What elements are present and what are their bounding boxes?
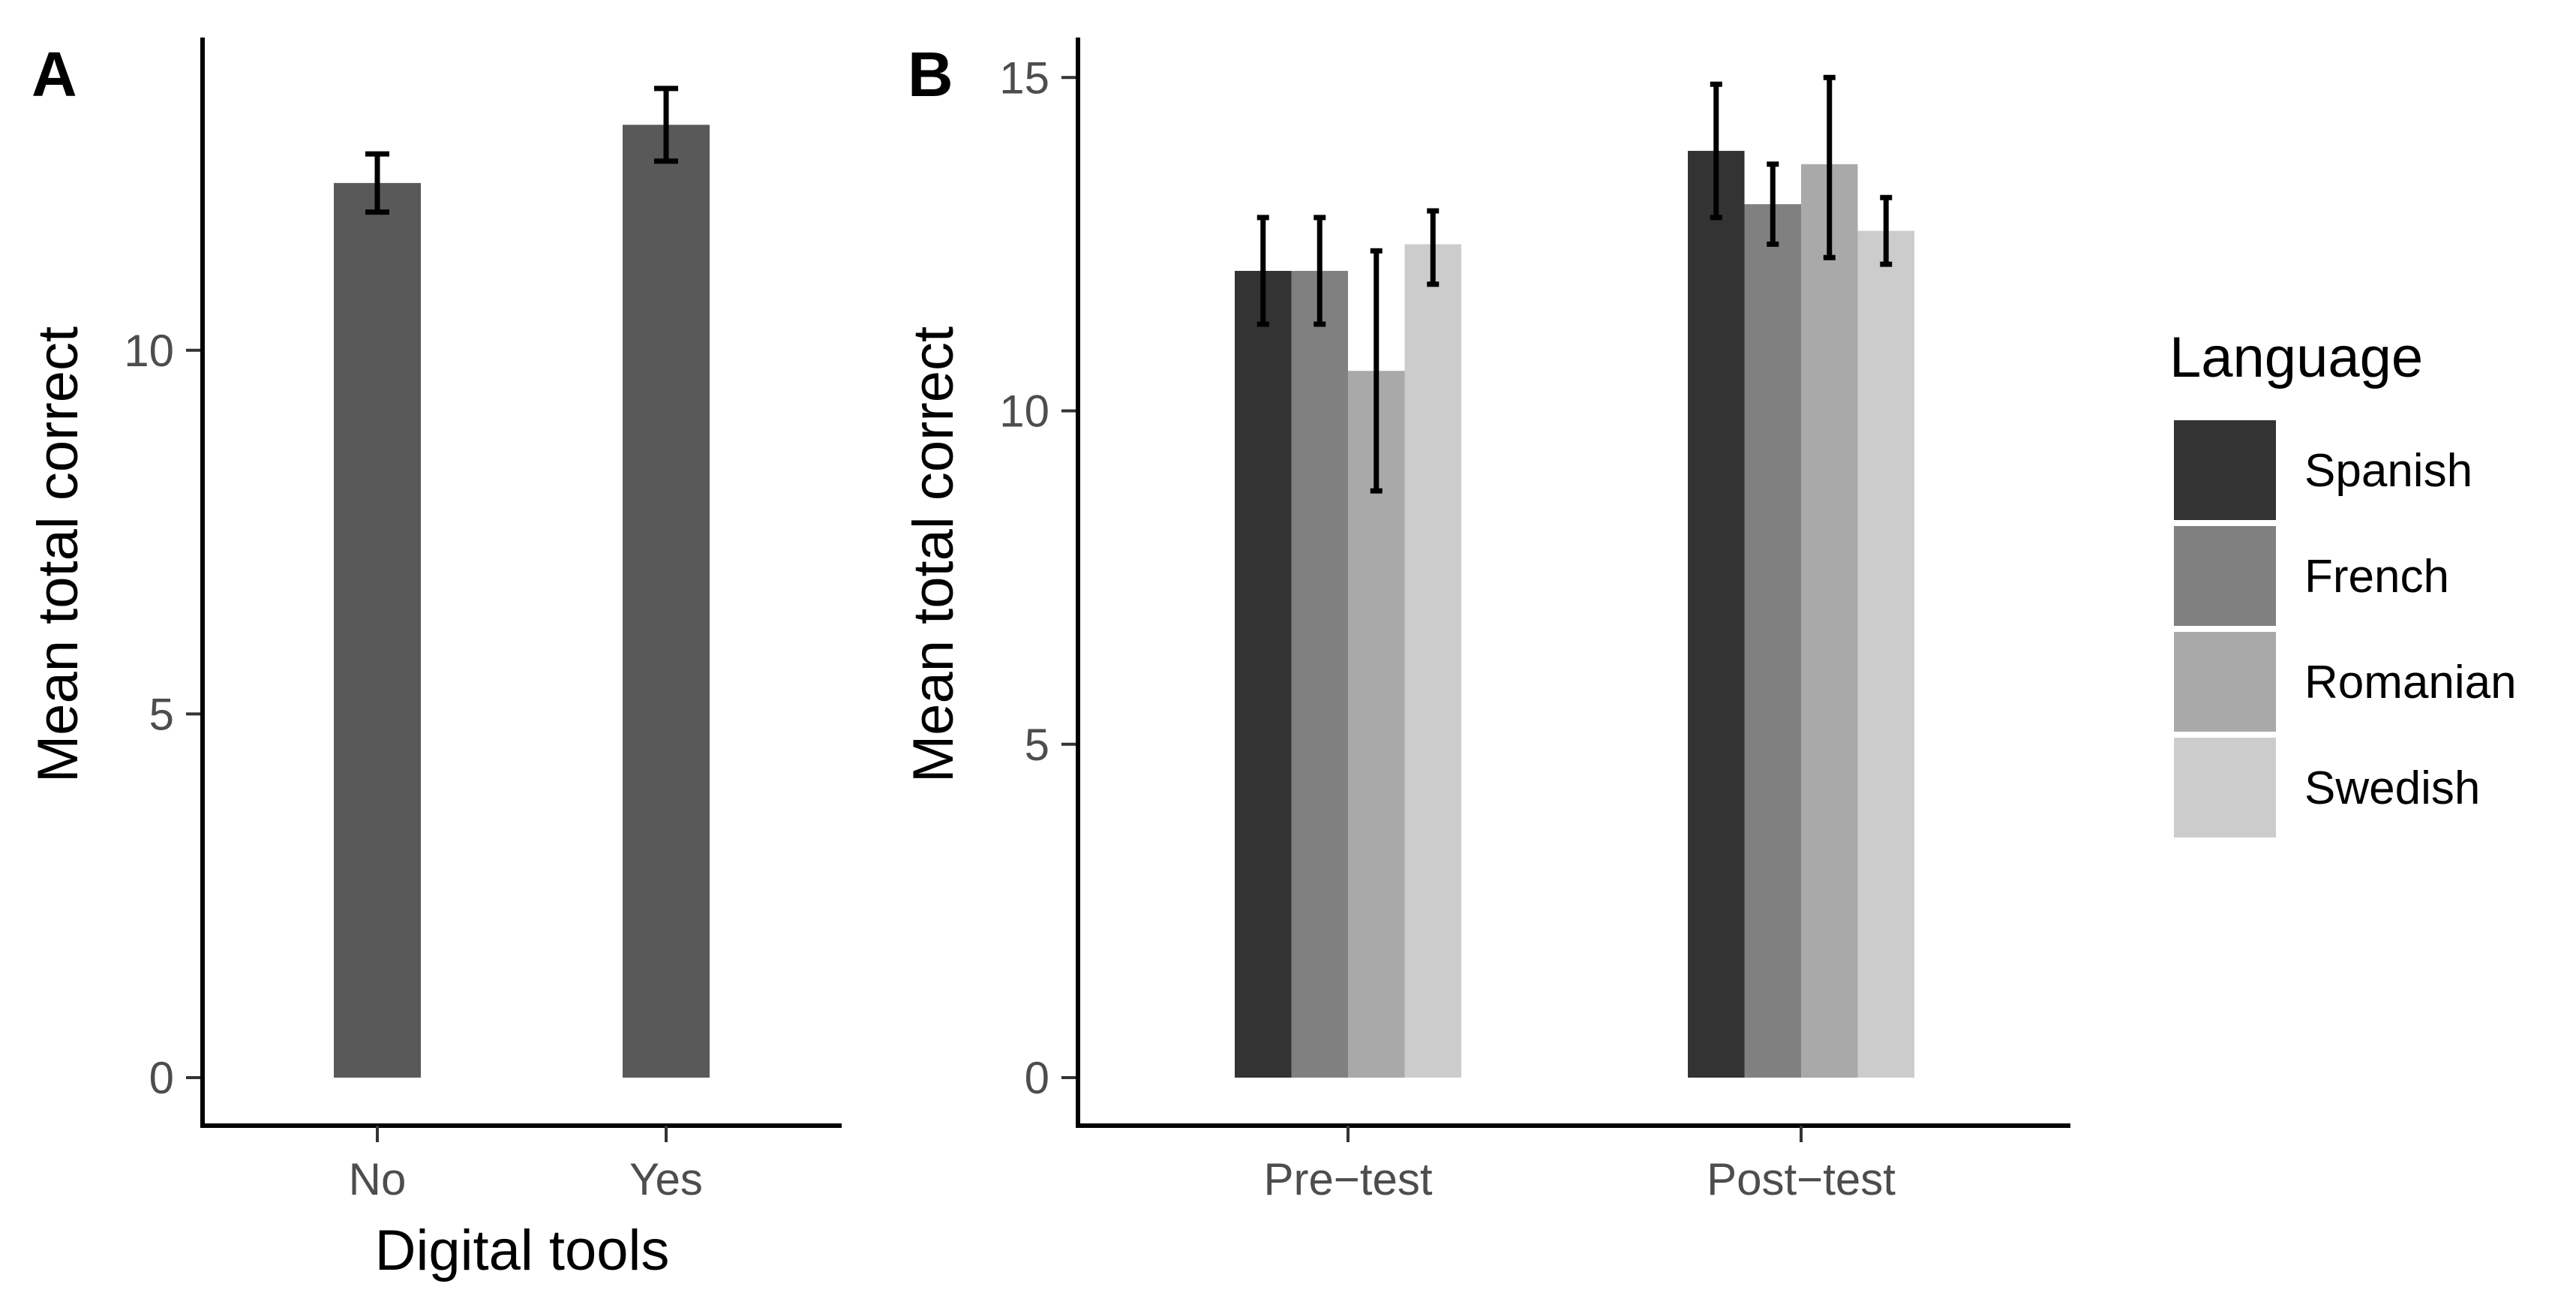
error-bar-french-post-test [1767, 161, 1779, 247]
panel-b-y-axis-title: Mean total correct [902, 326, 965, 783]
legend-item-swedish: Swedish [2174, 738, 2480, 837]
error-bar-no [365, 151, 389, 215]
error-bar-romanian-post-test [1823, 74, 1836, 260]
legend-title: Language [2169, 326, 2423, 389]
panel-a-x-tick-label: Yes [629, 1154, 703, 1204]
legend: Language Spanish French Romanian Swedish [2169, 326, 2517, 837]
panel-a-tag: A [32, 39, 77, 110]
bar-romanian-post-test [1801, 164, 1858, 1078]
panel-a-y-axis: 0 5 10 [124, 326, 203, 1103]
panel-b-y-tick-label: 15 [999, 53, 1049, 103]
error-bar-spanish-pre-test [1256, 215, 1269, 327]
panel-a-error-bars [365, 86, 678, 215]
panel-b: B 0 5 10 15 Pre−test Post−test Mean total co… [902, 38, 2070, 1204]
error-bar-swedish-post-test [1880, 194, 1893, 267]
legend-swatch-french [2174, 526, 2276, 626]
panel-b-y-tick-label: 10 [999, 386, 1049, 437]
legend-swatch-swedish [2174, 738, 2276, 837]
legend-item-french: French [2174, 526, 2449, 626]
panel-b-x-tick-label: Pre−test [1263, 1154, 1432, 1204]
bar-no [334, 182, 421, 1078]
bar-french-post-test [1744, 204, 1801, 1078]
bar-swedish-post-test [1857, 230, 1914, 1078]
legend-label-spanish: Spanish [2304, 445, 2472, 497]
panel-a-y-tick-label: 0 [149, 1053, 174, 1103]
panel-a-bars [334, 125, 710, 1078]
legend-swatch-spanish [2174, 420, 2276, 520]
legend-label-swedish: Swedish [2304, 762, 2480, 814]
panel-a-y-axis-title: Mean total correct [26, 326, 90, 783]
bar-french-pre-test [1291, 270, 1348, 1078]
panel-b-y-axis: 0 5 10 15 [999, 53, 1078, 1103]
panel-a-y-tick-label: 5 [149, 689, 174, 739]
legend-swatch-romanian [2174, 632, 2276, 732]
legend-label-romanian: Romanian [2304, 657, 2517, 708]
panel-b-y-tick-label: 5 [1025, 720, 1049, 770]
panel-a: A 0 5 10 No Yes Digital tools Mean total co… [26, 38, 842, 1282]
legend-label-french: French [2304, 551, 2449, 603]
panel-b-bars [1235, 151, 1914, 1078]
panel-b-x-tick-label: Post−test [1707, 1154, 1896, 1204]
legend-items: Spanish French Romanian Swedish [2174, 420, 2517, 837]
error-bar-french-pre-test [1314, 215, 1326, 327]
panel-b-tag: B [908, 39, 953, 110]
panel-b-error-bars [1256, 74, 1893, 494]
panel-a-x-tick-label: No [349, 1154, 407, 1204]
panel-a-x-axis-title: Digital tools [375, 1219, 670, 1282]
panel-a-y-tick-label: 10 [124, 326, 174, 376]
panel-b-x-ticks: Pre−test Post−test [1263, 1126, 1896, 1204]
bar-swedish-pre-test [1404, 244, 1461, 1078]
bar-spanish-pre-test [1235, 270, 1292, 1078]
error-bar-spanish-post-test [1710, 81, 1722, 221]
bar-spanish-post-test [1688, 151, 1745, 1078]
panel-a-x-ticks: No Yes [349, 1126, 703, 1204]
error-bar-yes [654, 86, 678, 164]
error-bar-romanian-pre-test [1370, 248, 1383, 494]
error-bar-swedish-pre-test [1427, 208, 1440, 287]
legend-item-romanian: Romanian [2174, 632, 2517, 732]
legend-item-spanish: Spanish [2174, 420, 2472, 520]
bar-yes [623, 125, 710, 1078]
panel-b-y-tick-label: 0 [1025, 1053, 1049, 1103]
